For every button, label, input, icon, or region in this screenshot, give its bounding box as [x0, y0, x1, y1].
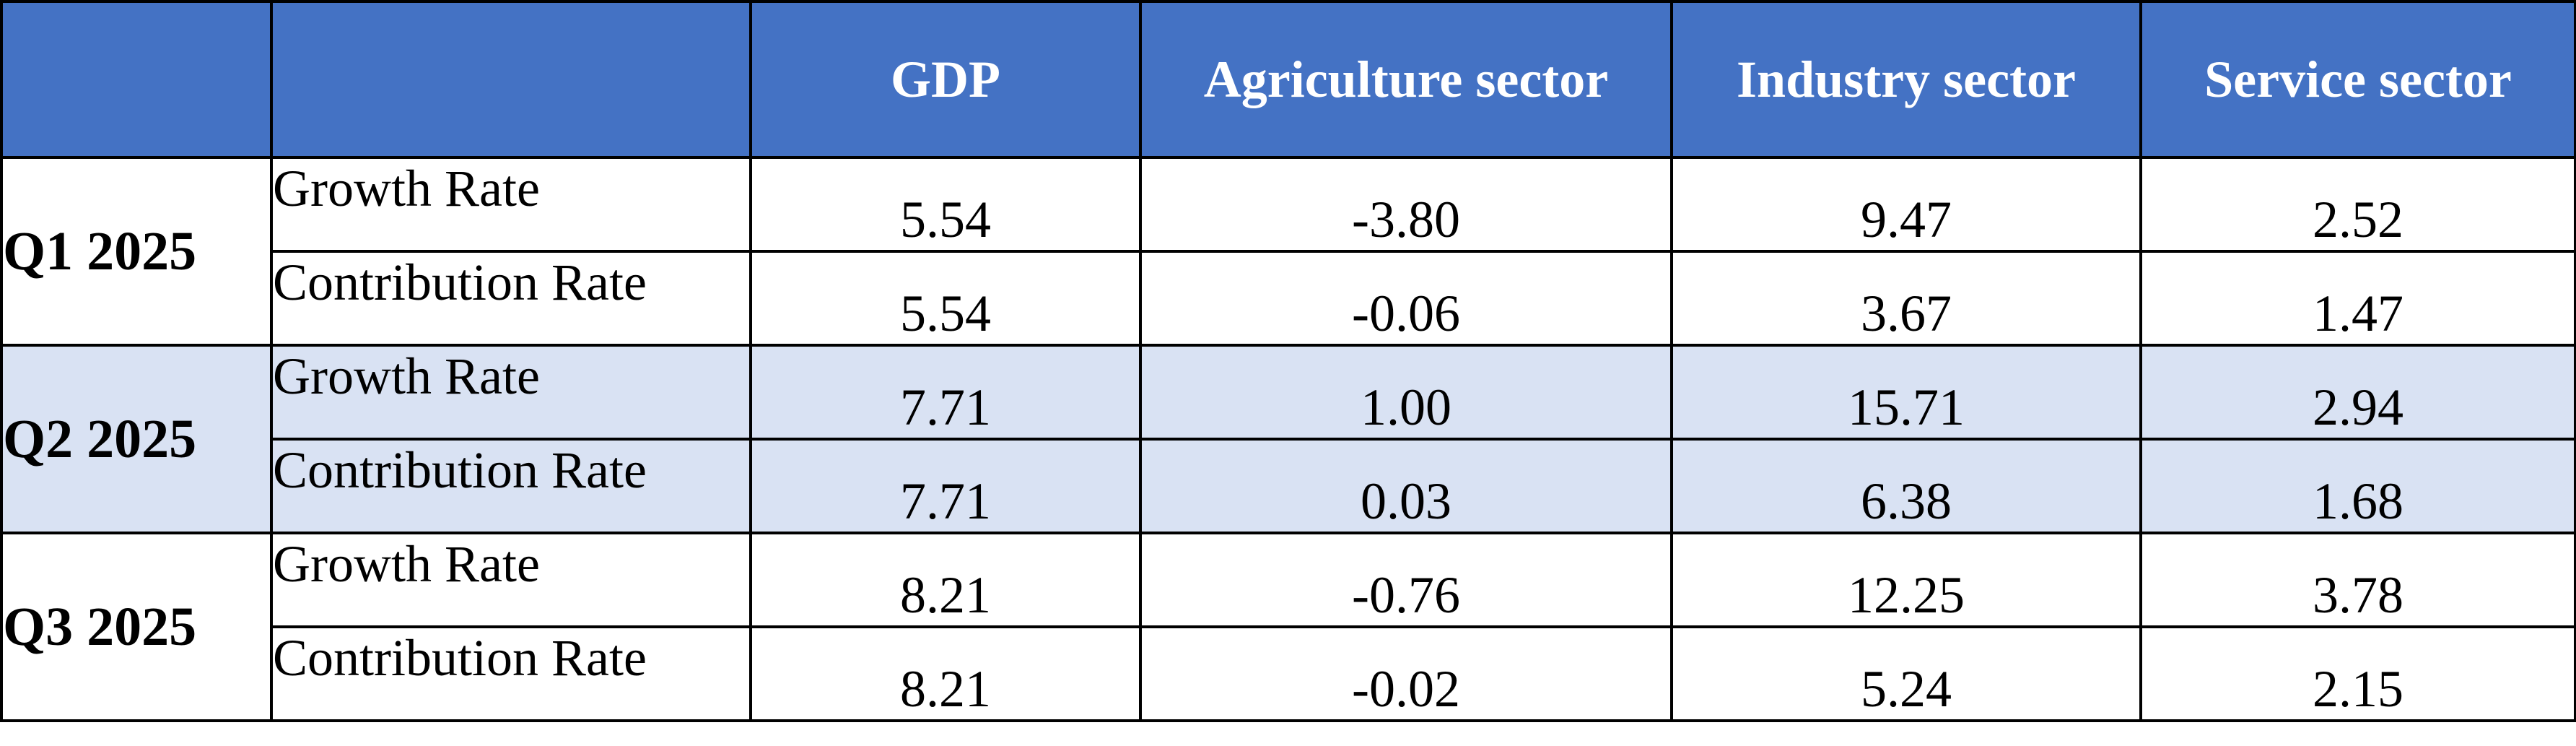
metric-label: Contribution Rate: [270, 250, 752, 347]
value-industry: 3.67: [1670, 250, 2142, 347]
metric-label: Contribution Rate: [270, 625, 752, 722]
value-gdp: 8.21: [749, 532, 1142, 628]
header-blank-quarter: [0, 0, 273, 159]
value-service: 1.68: [2139, 438, 2576, 534]
metric-label: Contribution Rate: [270, 438, 752, 534]
value-agriculture: 1.00: [1139, 344, 1673, 441]
table-row-q2-growth: Q2 2025 Growth Rate 7.71 1.00 15.71 2.94: [0, 344, 2576, 534]
metric-label: Growth Rate: [270, 156, 752, 253]
table-row-q1-contribution: Contribution Rate 5.54 -0.06 3.67 1.47: [1, 250, 2576, 347]
value-agriculture: 0.03: [1139, 438, 1673, 534]
quarter-label-q1: Q1 2025: [0, 156, 273, 347]
value-gdp: 8.21: [749, 625, 1142, 722]
quarter-label-q3: Q3 2025: [0, 532, 273, 722]
table-header-row: GDP Agriculture sector Industry sector S…: [0, 0, 2576, 159]
value-industry: 5.24: [1670, 625, 2142, 722]
value-agriculture: -0.76: [1139, 532, 1673, 628]
value-gdp: 5.54: [749, 250, 1142, 347]
metric-label: Growth Rate: [270, 532, 752, 628]
header-service-sector: Service sector: [2139, 0, 2576, 159]
header-gdp: GDP: [749, 0, 1142, 159]
metric-label: Growth Rate: [270, 344, 752, 441]
gdp-sector-table: GDP Agriculture sector Industry sector S…: [0, 0, 2576, 722]
value-gdp: 7.71: [749, 438, 1142, 534]
value-industry: 12.25: [1670, 532, 2142, 628]
value-agriculture: -0.06: [1139, 250, 1673, 347]
value-industry: 6.38: [1670, 438, 2142, 534]
value-service: 2.94: [2139, 344, 2576, 441]
table-row-q2-contribution: Contribution Rate 7.71 0.03 6.38 1.68: [1, 438, 2576, 534]
table-row-q3-contribution: Contribution Rate 8.21 -0.02 5.24 2.15: [1, 625, 2576, 722]
header-blank-metric: [270, 0, 752, 159]
table-row-q1-growth: Q1 2025 Growth Rate 5.54 -3.80 9.47 2.52: [0, 156, 2576, 347]
value-service: 1.47: [2139, 250, 2576, 347]
value-industry: 15.71: [1670, 344, 2142, 441]
header-agriculture-sector: Agriculture sector: [1139, 0, 1673, 159]
value-service: 3.78: [2139, 532, 2576, 628]
value-gdp: 5.54: [749, 156, 1142, 253]
header-industry-sector: Industry sector: [1670, 0, 2142, 159]
value-gdp: 7.71: [749, 344, 1142, 441]
value-agriculture: -0.02: [1139, 625, 1673, 722]
table-row-q3-growth: Q3 2025 Growth Rate 8.21 -0.76 12.25 3.7…: [0, 532, 2576, 722]
value-agriculture: -3.80: [1139, 156, 1673, 253]
value-service: 2.52: [2139, 156, 2576, 253]
value-service: 2.15: [2139, 625, 2576, 722]
quarter-label-q2: Q2 2025: [0, 344, 273, 534]
value-industry: 9.47: [1670, 156, 2142, 253]
